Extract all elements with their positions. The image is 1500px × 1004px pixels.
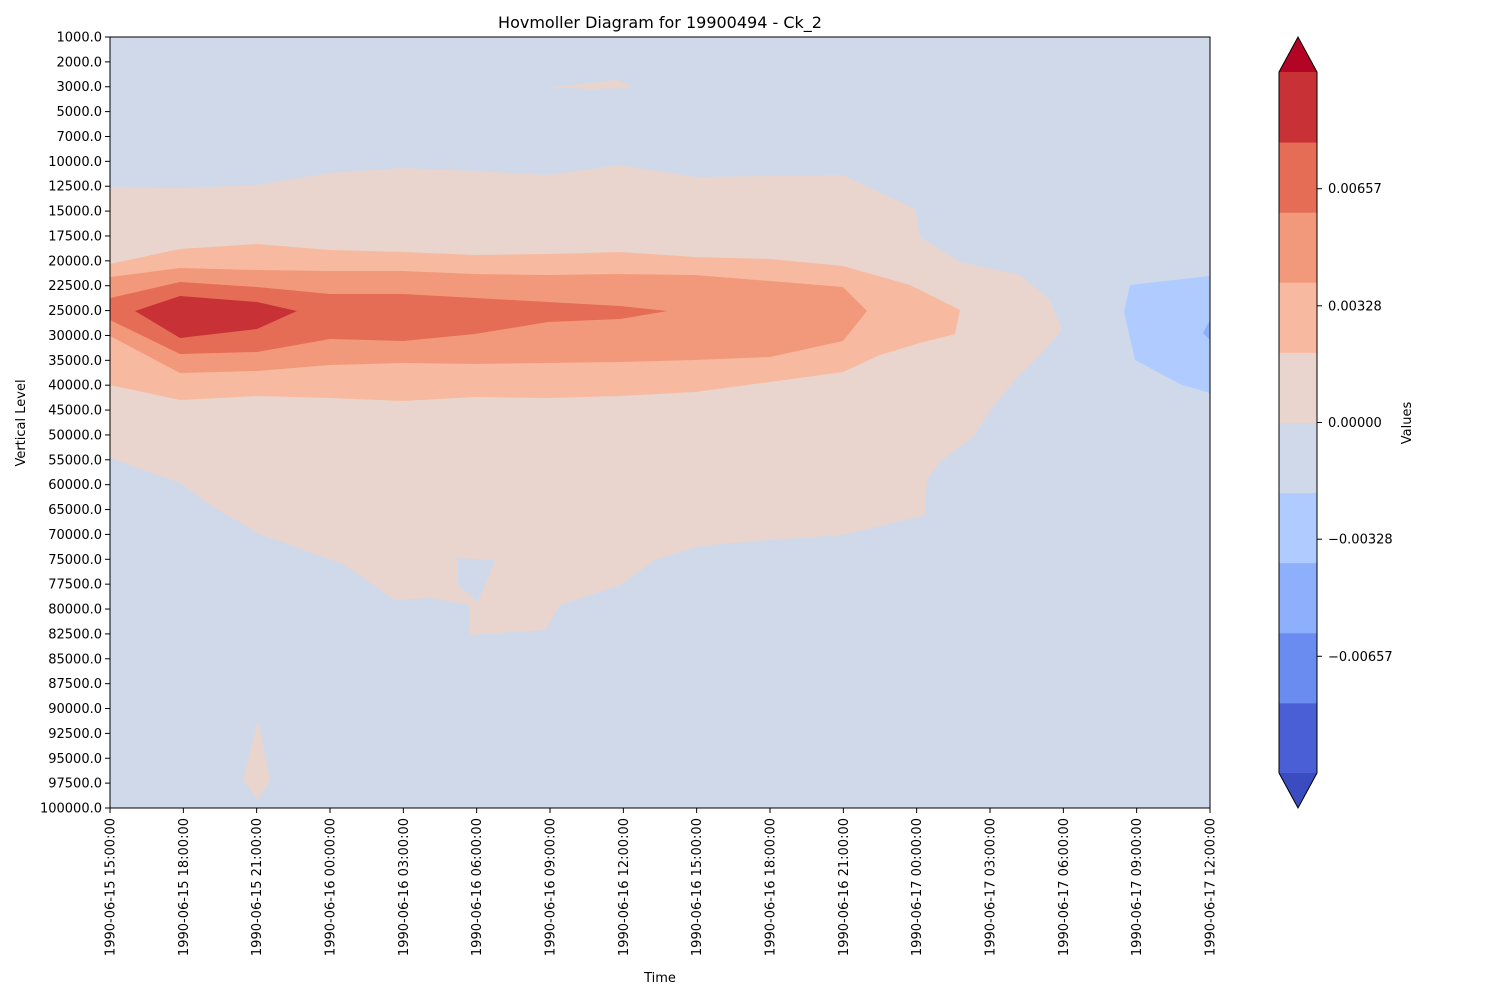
y-tick-label: 7000.0: [57, 130, 103, 145]
contour-band-minus0.00164-to-0-pocket: [458, 558, 495, 602]
colorbar-segment: [1279, 212, 1317, 283]
x-tick-label: 1990-06-16 00:00:00: [324, 818, 339, 956]
x-tick-label: 1990-06-16 18:00:00: [764, 818, 779, 956]
y-tick-label: 77500.0: [48, 578, 102, 593]
colorbar-segment: [1279, 352, 1317, 423]
y-tick-label: 45000.0: [48, 404, 102, 419]
colorbar-extend-max: [1279, 37, 1317, 72]
y-tick-label: 35000.0: [48, 354, 102, 369]
x-tick-label: 1990-06-16 12:00:00: [617, 818, 632, 956]
x-tick-label: 1990-06-16 21:00:00: [837, 818, 852, 956]
x-tick-label: 1990-06-17 06:00:00: [1057, 818, 1072, 956]
x-tick-label: 1990-06-15 18:00:00: [177, 818, 192, 956]
colorbar-segment: [1279, 72, 1317, 143]
y-tick-label: 87500.0: [48, 677, 102, 692]
y-tick-label: 15000.0: [48, 205, 102, 220]
contour-band-0-to-0.00164-lower: [243, 720, 270, 800]
y-tick-label: 22500.0: [48, 279, 102, 294]
y-tick-label: 30000.0: [48, 329, 102, 344]
colorbar-segment: [1279, 632, 1317, 704]
y-tick-label: 5000.0: [57, 105, 103, 120]
colorbar-tick-label: −0.00328: [1328, 533, 1393, 548]
x-tick-label: 1990-06-16 03:00:00: [397, 818, 412, 956]
x-tick-label: 1990-06-15 15:00:00: [104, 818, 119, 956]
colorbar-label: Values: [1400, 402, 1415, 445]
y-tick-label: 60000.0: [48, 478, 102, 493]
contour-band-minus0.00328-to-minus0.00164: [1124, 276, 1210, 393]
colorbar-tick-label: 0.00000: [1328, 416, 1382, 431]
y-tick-label: 2000.0: [57, 55, 103, 70]
x-tick-label: 1990-06-16 09:00:00: [544, 818, 559, 956]
x-tick-label: 1990-06-17 00:00:00: [910, 818, 925, 956]
y-tick-label: 50000.0: [48, 428, 102, 443]
y-axis: 1000.0 2000.0 3000.0 5000.0 7000.0 10000.0 125…: [40, 31, 110, 817]
y-tick-label: 100000.0: [40, 802, 102, 817]
colorbar-tick-label: 0.00328: [1328, 299, 1382, 314]
y-tick-label: 85000.0: [48, 652, 102, 667]
y-tick-label: 90000.0: [48, 702, 102, 717]
y-tick-label: 80000.0: [48, 603, 102, 618]
y-tick-label: 55000.0: [48, 453, 102, 468]
contour-band-minus0.00493-to-minus0.00328: [1203, 320, 1210, 340]
colorbar-extend-min: [1279, 773, 1317, 808]
y-tick-label: 70000.0: [48, 528, 102, 543]
y-tick-label: 97500.0: [48, 777, 102, 792]
y-tick-label: 17500.0: [48, 229, 102, 244]
y-tick-label: 95000.0: [48, 752, 102, 767]
x-tick-label: 1990-06-17 12:00:00: [1204, 818, 1219, 956]
colorbar-segment: [1279, 562, 1317, 634]
y-tick-label: 1000.0: [57, 31, 103, 46]
colorbar-tick-label: 0.00657: [1328, 182, 1382, 197]
y-tick-label: 20000.0: [48, 254, 102, 269]
y-tick-label: 65000.0: [48, 503, 102, 518]
x-tick-label: 1990-06-16 15:00:00: [690, 818, 705, 956]
contour-band-0-to-0.00164-upper: [548, 80, 634, 89]
x-tick-label: 1990-06-15 21:00:00: [250, 818, 265, 956]
x-axis-label: Time: [643, 971, 676, 986]
colorbar-outline: [1278, 35, 1318, 810]
x-tick-label: 1990-06-17 03:00:00: [984, 818, 999, 956]
plot-area: [110, 37, 1210, 808]
y-tick-label: 10000.0: [48, 155, 102, 170]
x-tick-label: 1990-06-16 06:00:00: [470, 818, 485, 956]
colorbar-segment: [1279, 702, 1317, 774]
y-tick-label: 82500.0: [48, 627, 102, 642]
x-axis: 1990-06-15 15:00:00 1990-06-15 18:00:00 19…: [104, 808, 1219, 956]
y-tick-label: 3000.0: [57, 80, 103, 95]
y-tick-label: 12500.0: [48, 180, 102, 195]
chart-title: Hovmoller Diagram for 19900494 - Ck_2: [498, 13, 822, 33]
colorbar-tick-label: −0.00657: [1328, 650, 1393, 665]
contour-band-0.00493-to-0.00657: [110, 282, 668, 354]
plot-frame: [109, 36, 1211, 809]
colorbar-segment: [1279, 282, 1317, 353]
colorbar-segment: [1279, 142, 1317, 213]
colorbar: −0.00657 −0.00328 0.00000 0.00328 0.00657: [1278, 35, 1393, 810]
contour-band-0.00657-to-0.00821: [135, 296, 297, 338]
y-axis-label: Vertical Level: [14, 379, 29, 466]
x-tick-label: 1990-06-17 09:00:00: [1130, 818, 1145, 956]
y-tick-label: 75000.0: [48, 553, 102, 568]
y-tick-label: 92500.0: [48, 727, 102, 742]
y-tick-label: 25000.0: [48, 304, 102, 319]
colorbar-segment: [1279, 422, 1317, 494]
y-tick-label: 40000.0: [48, 379, 102, 394]
colorbar-segment: [1279, 492, 1317, 564]
